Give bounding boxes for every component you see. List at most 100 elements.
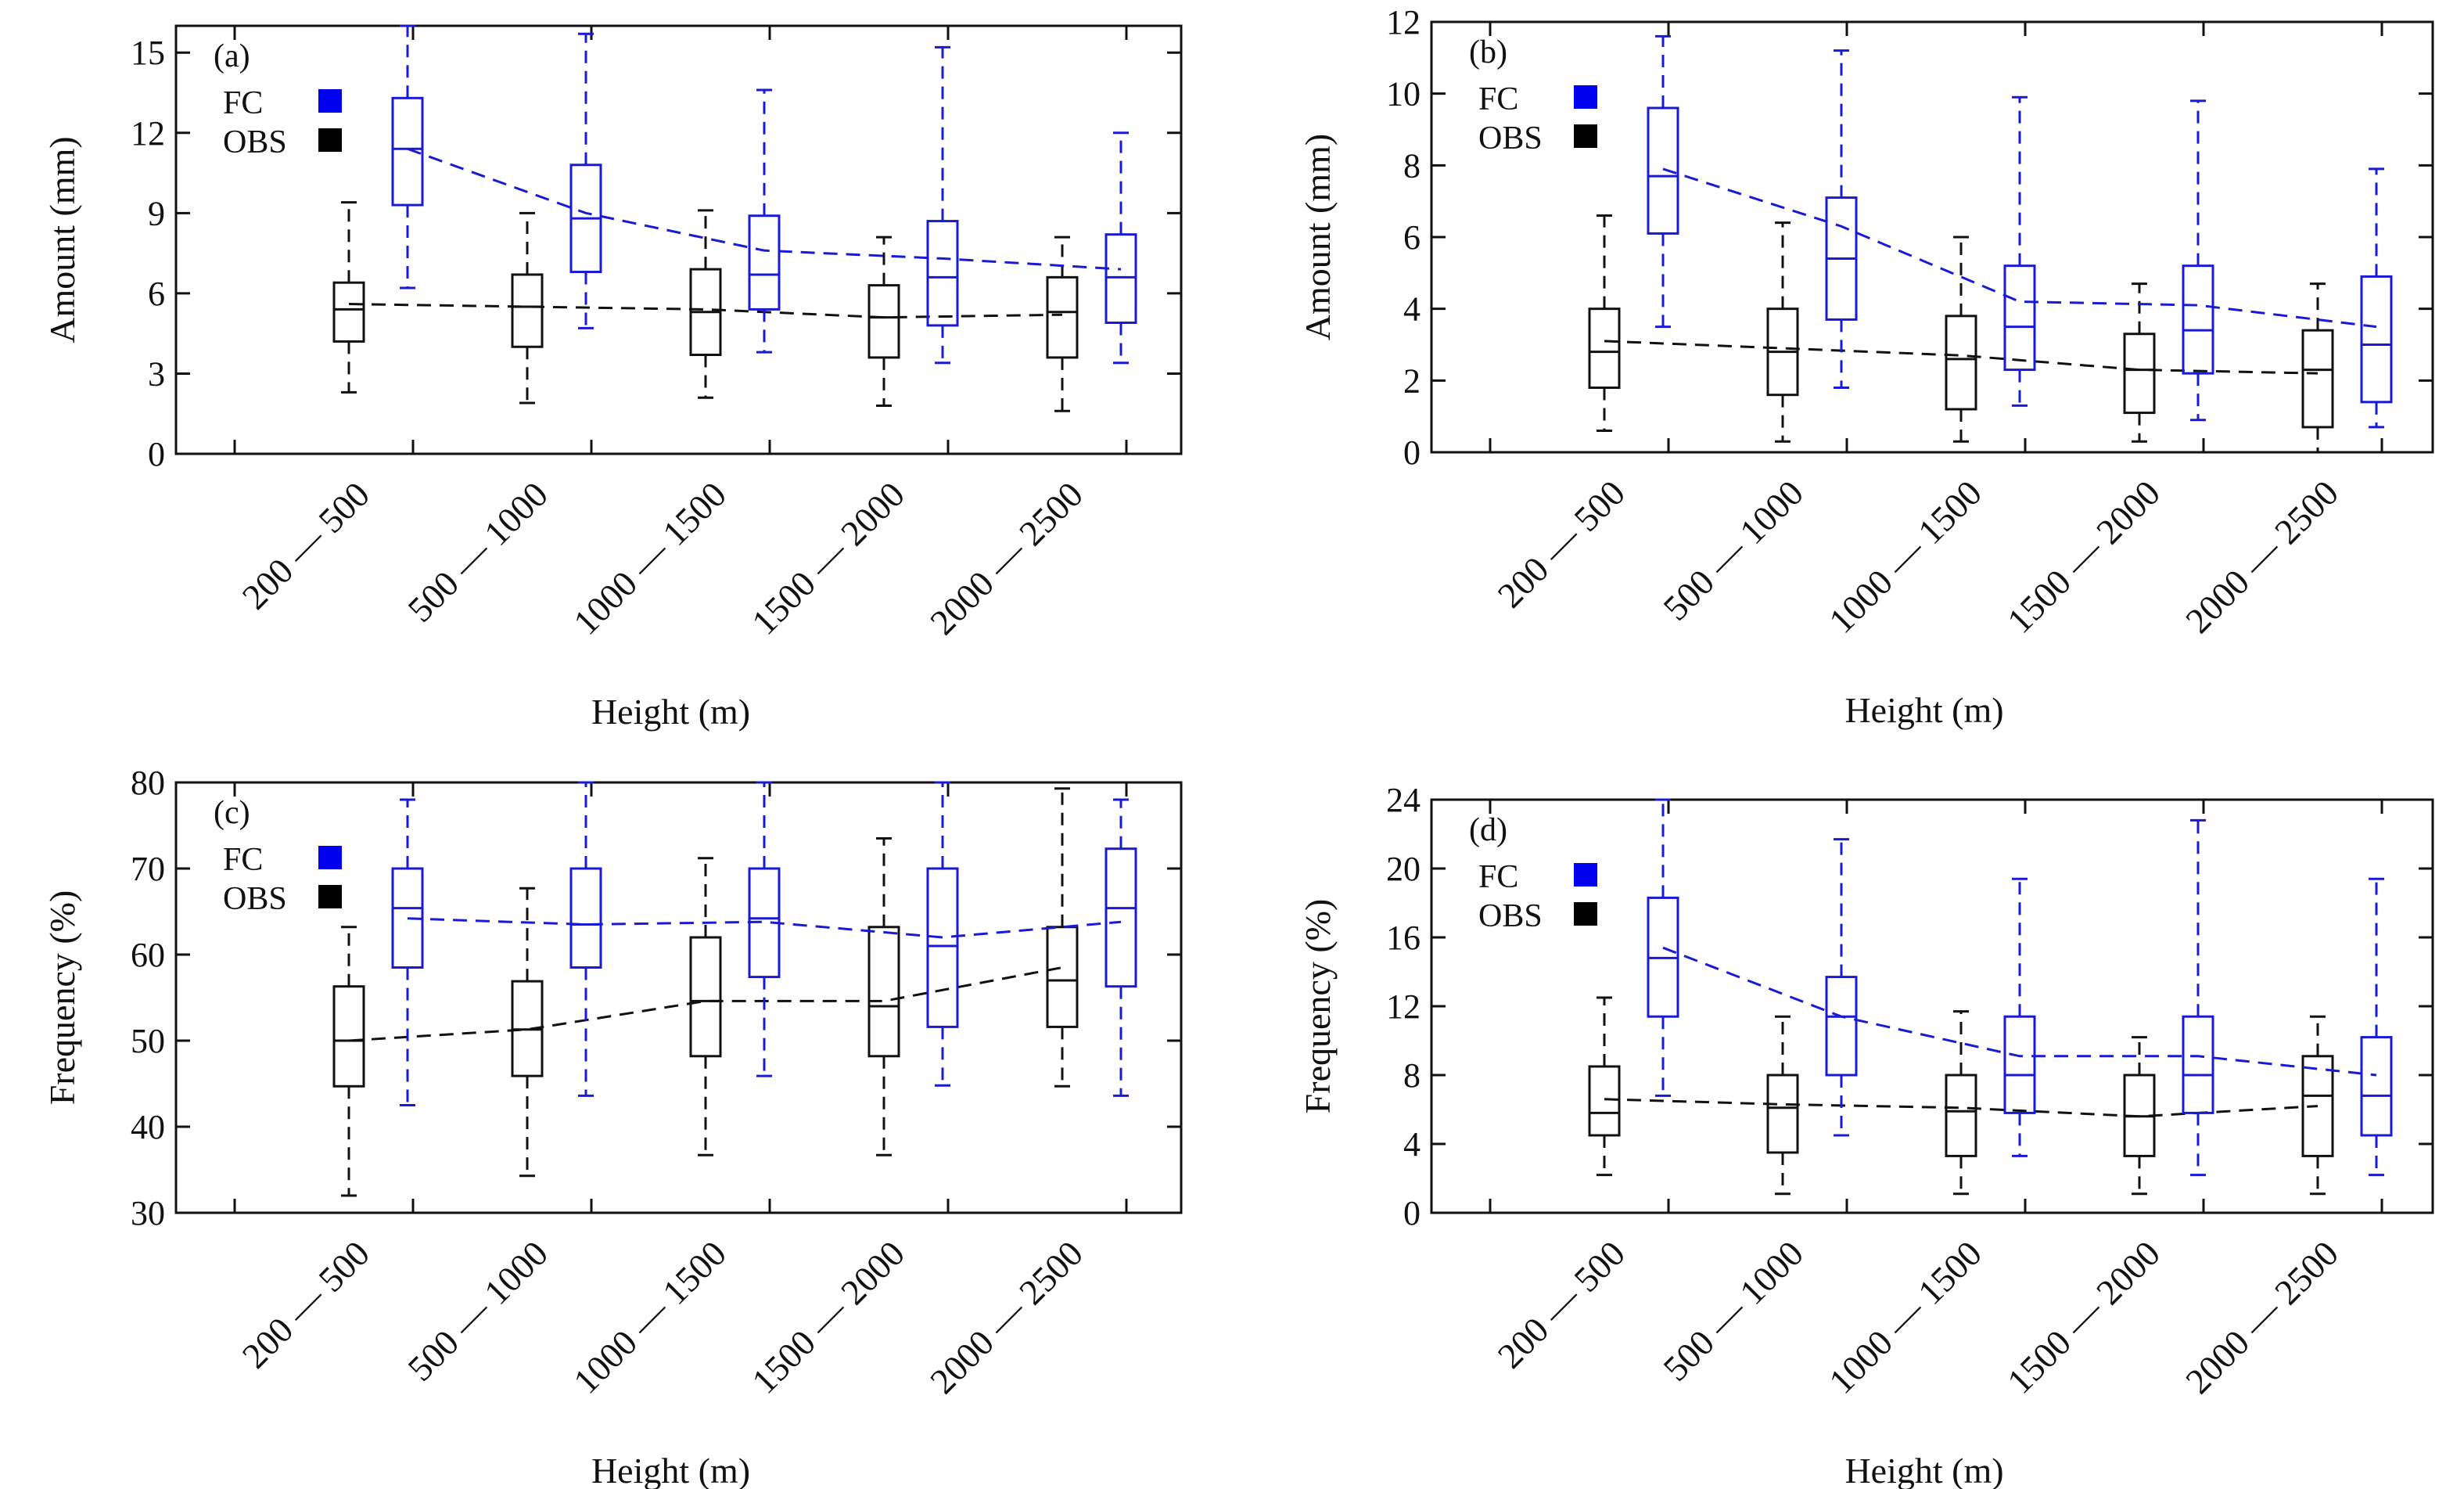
panel-a: 0 3 6 9 12 15 200 — 500 500 — 1000 1000 — 1500 15…	[42, 24, 1183, 732]
series-layer	[332, 24, 1137, 412]
box-iqr	[391, 96, 424, 207]
y-tick-label: 40	[131, 1108, 165, 1146]
fc-box	[1825, 838, 1858, 1137]
y-tick-label: 50	[131, 1022, 165, 1060]
y-tick-label: 10	[1386, 75, 1421, 113]
box-iqr	[2123, 333, 2156, 415]
x-category-label: 2000 — 2500	[922, 1233, 1090, 1401]
y-tick-label: 15	[131, 34, 165, 72]
x-category-label: 200 — 500	[235, 474, 377, 617]
panel-label: (b)	[1469, 34, 1507, 70]
box-iqr	[1825, 976, 1858, 1077]
legend-swatch-fc	[318, 89, 342, 113]
x-category-label: 1500 — 2000	[1999, 473, 2168, 641]
fc-box	[2182, 99, 2214, 422]
fc-box	[926, 781, 959, 1087]
box-iqr	[1588, 1065, 1621, 1137]
legend-swatch-fc	[1574, 863, 1597, 887]
obs-box	[2123, 282, 2156, 443]
x-category-label: 2000 — 2500	[2178, 1233, 2346, 1401]
fc-box	[569, 781, 602, 1097]
x-category-label: 200 — 500	[1490, 473, 1632, 615]
y-tick-label: 4	[1403, 1125, 1421, 1164]
x-category-label: 200 — 500	[1490, 1233, 1632, 1376]
series-layer	[1588, 34, 2393, 454]
obs-box	[1046, 236, 1079, 412]
panel-label: (c)	[214, 795, 250, 831]
fc-box	[2360, 167, 2393, 429]
x-category-label: 500 — 1000	[1655, 1233, 1811, 1389]
fc-box	[748, 781, 781, 1077]
obs-box	[689, 209, 722, 399]
x-axis-title: Height (m)	[1844, 690, 2003, 730]
obs-mean-line	[348, 303, 1063, 319]
obs-mean-line	[1604, 340, 2319, 375]
y-axis-title: Amount (mm)	[1298, 134, 1338, 340]
box-iqr	[1104, 847, 1137, 988]
legend-label-obs: OBS	[1478, 898, 1543, 934]
box-iqr	[332, 985, 365, 1088]
legend-label-fc: FC	[223, 842, 263, 878]
fc-box	[1647, 798, 1679, 1097]
x-category-label: 200 — 500	[235, 1233, 377, 1376]
fc-mean-line	[1662, 946, 2377, 1077]
legend-label-fc: FC	[223, 85, 263, 121]
x-category-label: 1500 — 2000	[744, 1233, 912, 1401]
box-iqr	[2182, 1015, 2214, 1114]
obs-box	[511, 211, 544, 405]
y-tick-label: 0	[1403, 1194, 1421, 1232]
y-tick-label: 9	[148, 194, 165, 232]
fc-box	[569, 32, 602, 329]
box-iqr	[1104, 233, 1137, 324]
x-category-label: 500 — 1000	[1655, 473, 1811, 628]
series-layer	[1588, 798, 2393, 1196]
box-iqr	[2301, 329, 2334, 429]
plot-frame	[174, 781, 1183, 1214]
box-iqr	[391, 867, 424, 969]
obs-box	[1945, 1010, 1977, 1196]
box-iqr	[2301, 1055, 2334, 1157]
y-tick-label: 0	[148, 435, 165, 473]
obs-box	[689, 857, 722, 1156]
box-iqr	[689, 936, 722, 1058]
box-iqr	[1588, 308, 1621, 389]
obs-box	[1945, 236, 1977, 443]
y-tick-label: 12	[1386, 3, 1421, 41]
legend-swatch-obs	[318, 128, 342, 152]
obs-box	[1588, 996, 1621, 1177]
y-tick-label: 2	[1403, 361, 1421, 400]
plot-frame	[174, 24, 1183, 455]
box-iqr	[332, 281, 365, 343]
y-tick-label: 16	[1386, 919, 1421, 957]
fc-box	[1825, 49, 1858, 389]
x-category-label: 1000 — 1500	[1821, 473, 1989, 641]
y-tick-label: 70	[131, 850, 165, 888]
box-iqr	[511, 273, 544, 348]
obs-box	[867, 236, 900, 407]
y-tick-label: 6	[1403, 218, 1421, 257]
box-iqr	[867, 926, 900, 1058]
obs-mean-line	[348, 966, 1063, 1042]
legend-label-obs: OBS	[1478, 120, 1543, 156]
x-category-label: 1000 — 1500	[566, 474, 734, 642]
y-tick-label: 12	[131, 114, 165, 153]
obs-box	[2301, 1015, 2334, 1196]
box-iqr	[2182, 264, 2214, 375]
y-tick-label: 8	[1403, 146, 1421, 185]
y-tick-label: 80	[131, 764, 165, 802]
y-tick-label: 20	[1386, 850, 1421, 888]
x-category-label: 2000 — 2500	[922, 474, 1090, 642]
fc-box	[1104, 131, 1137, 365]
legend-swatch-fc	[1574, 85, 1597, 109]
panel-b: 0 2 4 6 8 10 12 200 — 500 500 — 1000 1000 — 1500 1…	[1298, 3, 2434, 730]
obs-box	[1046, 787, 1079, 1088]
legend-swatch-obs	[1574, 124, 1597, 148]
legend-swatch-obs	[318, 885, 342, 908]
y-tick-label: 8	[1403, 1056, 1421, 1095]
obs-box	[332, 201, 365, 394]
plot-frame	[1430, 798, 2434, 1214]
box-iqr	[2360, 1036, 2393, 1137]
